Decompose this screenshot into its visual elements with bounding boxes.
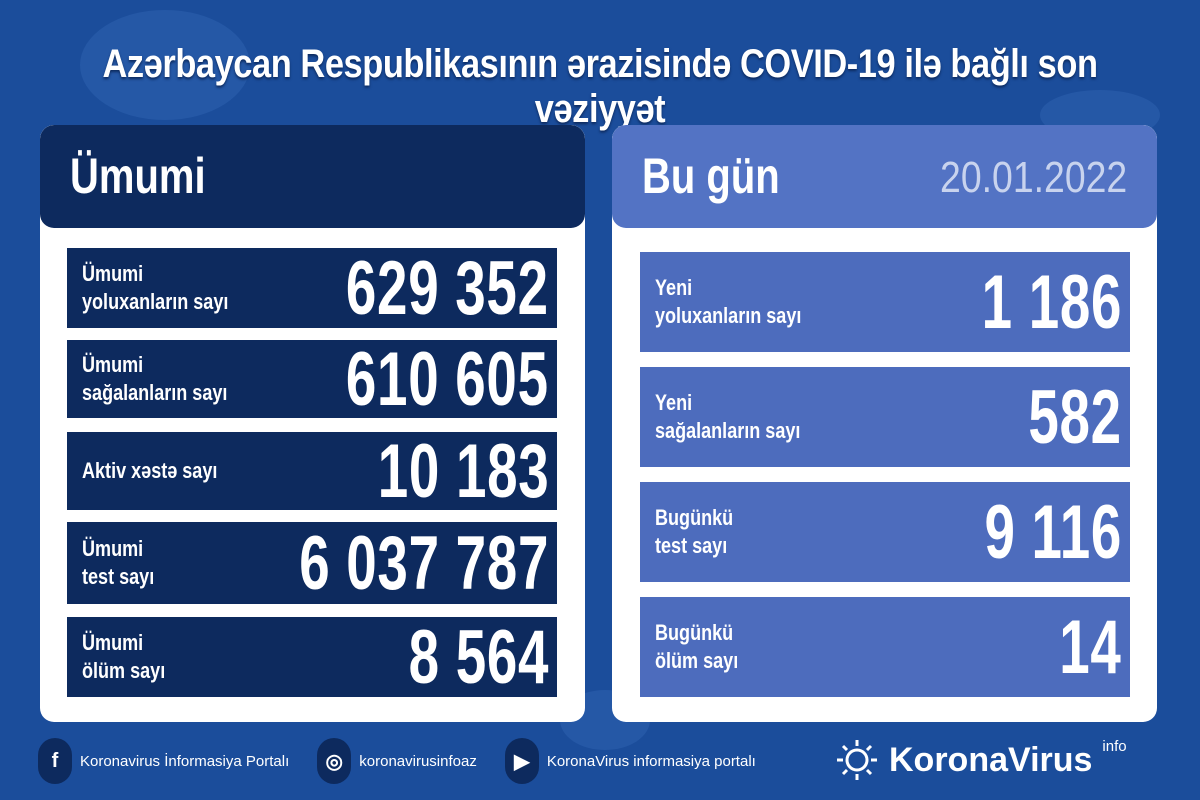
- stat-value: 10 183: [377, 428, 549, 514]
- stat-value: 582: [1028, 374, 1122, 460]
- stat-value: 6 037 787: [299, 520, 549, 606]
- stat-label: Ümumi test sayı: [82, 536, 155, 589]
- virus-decoration: [80, 10, 250, 120]
- youtube-link[interactable]: ▶ KoronaVirus informasiya portalı: [504, 738, 756, 784]
- instagram-link[interactable]: ◎ koronavirusinfoaz: [317, 738, 477, 784]
- stat-row: Bugünkü test sayı 9 116: [640, 482, 1130, 582]
- stat-value: 1 186: [981, 259, 1122, 345]
- stat-label: Aktiv xəstə sayı: [82, 458, 218, 483]
- today-heading: Bu gün: [642, 148, 780, 204]
- facebook-link[interactable]: f Koronavirus İnformasiya Portalı: [38, 738, 289, 784]
- stat-row: Yeni sağalanların sayı 582: [640, 367, 1130, 467]
- logo-text: KoronaVirus: [889, 740, 1093, 779]
- sun-virus-icon: [837, 740, 877, 780]
- stat-label: Ümumi ölüm sayı: [82, 630, 166, 683]
- stat-row: Aktiv xəstə sayı 10 183: [67, 429, 557, 514]
- stat-label: Yeni yoluxanların sayı: [655, 275, 802, 328]
- stat-row: Bugünkü ölüm sayı 14: [640, 597, 1130, 697]
- stat-row: Ümumi sağalanların sayı 610 605: [67, 337, 557, 422]
- link-label: KoronaVirus informasiya portalı: [546, 752, 756, 770]
- stat-label: Bugünkü test sayı: [655, 505, 734, 558]
- today-panel: Bu gün 20.01.2022 Yeni yoluxanların sayı 1…: [612, 125, 1157, 722]
- page-title: Azərbaycan Respublikasının ərazisində CO…: [102, 42, 1098, 131]
- facebook-icon: f: [38, 738, 72, 784]
- stat-label: Yeni sağalanların sayı: [655, 390, 801, 443]
- total-panel: Ümumi Ümumi yoluxanların sayı 629 352 Ümu…: [40, 125, 585, 722]
- stat-value: 9 116: [984, 489, 1122, 575]
- stat-row: Ümumi yoluxanların sayı 629 352: [67, 246, 557, 331]
- stat-row: Ümumi test sayı 6 037 787: [67, 520, 557, 606]
- stat-label: Ümumi yoluxanların sayı: [82, 261, 229, 314]
- stat-row: Ümumi ölüm sayı 8 564: [67, 615, 557, 700]
- logo-sup: info: [1102, 737, 1127, 755]
- date-label: 20.01.2022: [939, 153, 1127, 202]
- today-header: Bu gün 20.01.2022: [612, 125, 1157, 228]
- stat-value: 629 352: [346, 245, 549, 331]
- link-label: Koronavirus İnformasiya Portalı: [80, 752, 290, 770]
- total-heading: Ümumi: [70, 148, 206, 204]
- instagram-icon: ◎: [317, 738, 352, 784]
- stat-label: Ümumi sağalanların sayı: [82, 352, 228, 405]
- stat-label: Bugünkü ölüm sayı: [655, 620, 739, 673]
- stat-value: 610 605: [346, 336, 549, 422]
- youtube-icon: ▶: [504, 738, 539, 784]
- koronavirus-logo: KoronaVirus info: [835, 738, 1127, 782]
- stat-value: 14: [1059, 604, 1122, 690]
- stat-value: 8 564: [408, 614, 549, 700]
- stat-row: Yeni yoluxanların sayı 1 186: [640, 252, 1130, 352]
- footer: f Koronavirus İnformasiya Portalı ◎ korona…: [38, 738, 770, 784]
- total-header: Ümumi: [40, 125, 585, 228]
- link-label: koronavirusinfoaz: [359, 752, 477, 770]
